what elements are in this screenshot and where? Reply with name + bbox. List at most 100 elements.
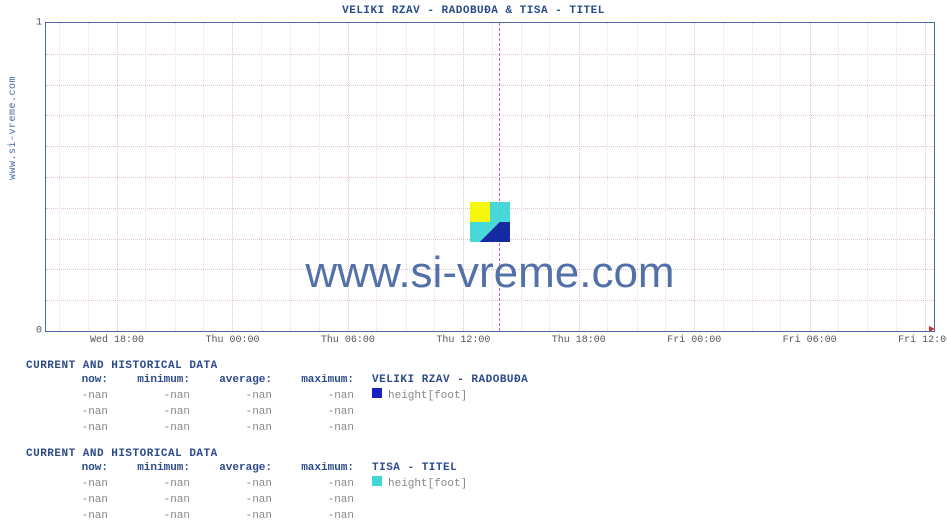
data-cell: -nan — [108, 420, 190, 436]
chart-title: VELIKI RZAV - RADOBUĐA & TISA - TITEL — [0, 5, 947, 17]
data-cell: -nan — [108, 476, 190, 492]
vgrid-minor — [261, 23, 262, 331]
data-cell: -nan — [108, 492, 190, 508]
vgrid-minor — [637, 23, 638, 331]
vgrid-minor — [434, 23, 435, 331]
data-cell: -nan — [26, 476, 108, 492]
data-cell: -nan — [190, 476, 272, 492]
legend-label: height[foot] — [388, 476, 467, 492]
cursor-line — [499, 23, 500, 331]
legend-label: height[foot] — [388, 388, 467, 404]
xtick-label: Fri 06:00 — [783, 335, 837, 346]
hgrid-line — [46, 177, 934, 178]
data-cell: -nan — [26, 420, 108, 436]
data-row: -nan-nan-nan-nan — [26, 420, 926, 436]
vgrid-minor — [203, 23, 204, 331]
series-name: TISA - TITEL — [372, 460, 457, 476]
data-cell: -nan — [190, 404, 272, 420]
vgrid-minor — [752, 23, 753, 331]
section-header: CURRENT AND HISTORICAL DATA — [26, 448, 926, 460]
data-cell: -nan — [26, 388, 108, 404]
ytick-label: 1 — [36, 18, 42, 29]
vgrid-minor — [665, 23, 666, 331]
vgrid-minor — [896, 23, 897, 331]
xtick-label: Thu 12:00 — [436, 335, 490, 346]
data-row: -nan-nan-nan-nan — [26, 492, 926, 508]
hgrid-line — [46, 300, 934, 301]
data-section-2: CURRENT AND HISTORICAL DATAnow:minimum:a… — [26, 448, 926, 524]
xtick-label: Thu 00:00 — [205, 335, 259, 346]
vgrid-line — [694, 23, 695, 331]
hgrid-line — [46, 146, 934, 147]
data-cell: -nan — [272, 404, 354, 420]
xtick-label: Fri 12:00 — [898, 335, 947, 346]
data-cell: -nan — [26, 404, 108, 420]
data-cell: -nan — [272, 388, 354, 404]
data-cell: -nan — [108, 404, 190, 420]
data-cell: -nan — [190, 388, 272, 404]
vgrid-minor — [492, 23, 493, 331]
hgrid-line — [46, 269, 934, 270]
column-header: minimum: — [108, 372, 190, 388]
xtick-label: Fri 00:00 — [667, 335, 721, 346]
column-header: now: — [26, 460, 108, 476]
vgrid-minor — [319, 23, 320, 331]
xtick-label: Wed 18:00 — [90, 335, 144, 346]
column-header: minimum: — [108, 460, 190, 476]
column-header: average: — [190, 460, 272, 476]
legend-swatch — [372, 388, 382, 398]
vgrid-minor — [723, 23, 724, 331]
vgrid-line — [232, 23, 233, 331]
data-cell: -nan — [272, 476, 354, 492]
hgrid-line — [46, 54, 934, 55]
watermark-text: www.si-vreme.com — [305, 248, 674, 297]
section-header: CURRENT AND HISTORICAL DATA — [26, 360, 926, 372]
vgrid-minor — [406, 23, 407, 331]
column-header: now: — [26, 372, 108, 388]
data-cell: -nan — [108, 388, 190, 404]
vgrid-minor — [376, 23, 377, 331]
xtick-label: Thu 06:00 — [321, 335, 375, 346]
data-row: -nan-nan-nan-nanheight[foot] — [26, 388, 926, 404]
vgrid-minor — [838, 23, 839, 331]
data-row: -nan-nan-nan-nanheight[foot] — [26, 476, 926, 492]
data-cell: -nan — [26, 492, 108, 508]
vgrid-minor — [175, 23, 176, 331]
vgrid-minor — [521, 23, 522, 331]
hgrid-line — [46, 115, 934, 116]
yaxis-label: www.si-vreme.com — [8, 76, 19, 180]
column-header: maximum: — [272, 372, 354, 388]
data-section-1: CURRENT AND HISTORICAL DATAnow:minimum:a… — [26, 360, 926, 436]
vgrid-minor — [780, 23, 781, 331]
vgrid-line — [348, 23, 349, 331]
column-header: average: — [190, 372, 272, 388]
watermark: www.si-vreme.com — [46, 198, 934, 298]
vgrid-line — [117, 23, 118, 331]
ytick-label: 0 — [36, 326, 42, 337]
hgrid-line — [46, 85, 934, 86]
column-header: maximum: — [272, 460, 354, 476]
vgrid-minor — [867, 23, 868, 331]
data-cell: -nan — [272, 420, 354, 436]
data-cell: -nan — [190, 492, 272, 508]
data-cell: -nan — [190, 420, 272, 436]
series-name: VELIKI RZAV - RADOBUĐA — [372, 372, 528, 388]
vgrid-minor — [145, 23, 146, 331]
vgrid-minor — [59, 23, 60, 331]
vgrid-minor — [607, 23, 608, 331]
data-cell: -nan — [272, 492, 354, 508]
arrow-icon — [929, 326, 935, 332]
vgrid-minor — [549, 23, 550, 331]
vgrid-minor — [290, 23, 291, 331]
vgrid-line — [579, 23, 580, 331]
vgrid-line — [810, 23, 811, 331]
chart-plot: 01 Wed 18:00Thu 00:00Thu 06:00Thu 12:00T… — [45, 22, 935, 332]
vgrid-line — [463, 23, 464, 331]
legend-swatch — [372, 476, 382, 486]
vgrid-line — [925, 23, 926, 331]
hgrid-line — [46, 239, 934, 240]
hgrid-line — [46, 208, 934, 209]
vgrid-minor — [88, 23, 89, 331]
data-row: -nan-nan-nan-nan — [26, 404, 926, 420]
xtick-label: Thu 18:00 — [552, 335, 606, 346]
